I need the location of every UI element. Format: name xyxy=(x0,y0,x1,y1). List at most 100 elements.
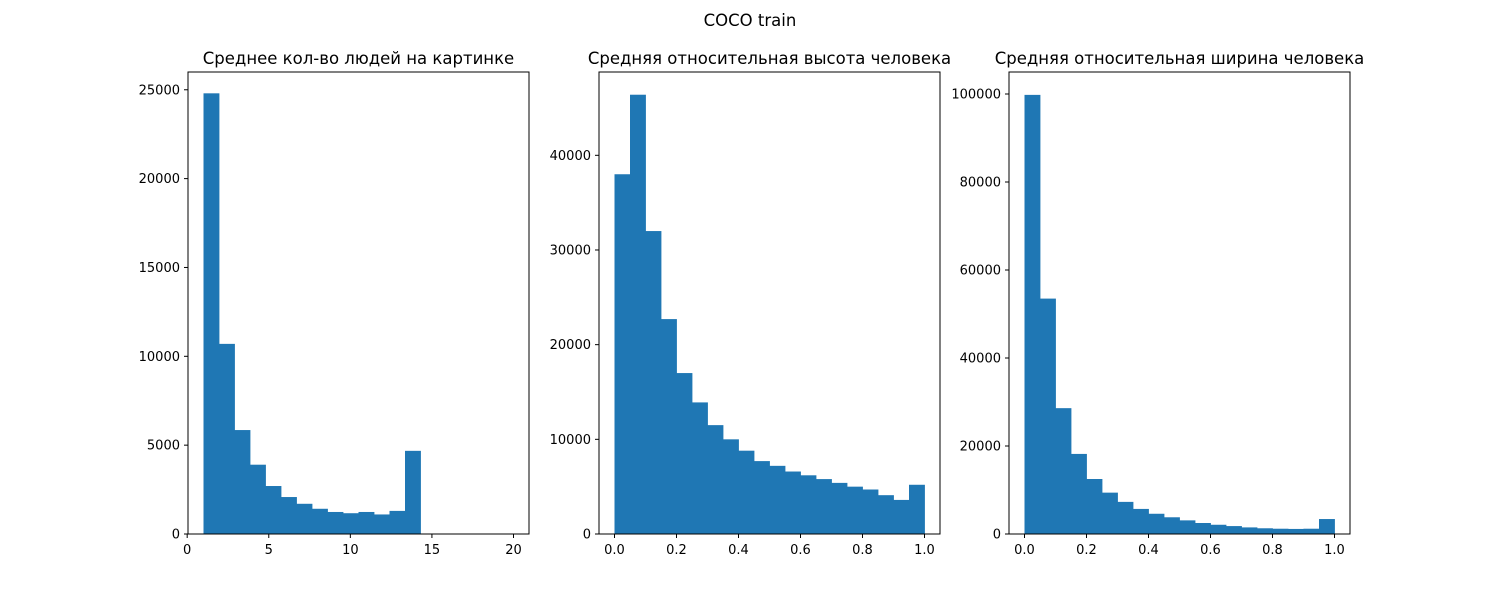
histogram-bar xyxy=(234,430,251,534)
histogram-bar xyxy=(692,402,708,534)
histogram-bar xyxy=(1179,520,1196,534)
histogram-bar xyxy=(1024,94,1041,534)
y-tick-label: 10000 xyxy=(139,350,180,365)
y-tick-label: 80000 xyxy=(960,176,1001,191)
x-tick-label: 0.6 xyxy=(790,543,811,558)
histogram-bar xyxy=(374,514,390,534)
x-tick-label: 20 xyxy=(505,543,522,558)
histogram-bar xyxy=(1055,408,1072,534)
y-tick-label: 100000 xyxy=(951,88,1001,103)
histogram-bar xyxy=(219,343,235,534)
x-tick-label: 15 xyxy=(424,543,441,558)
histogram-bar xyxy=(1241,527,1258,534)
y-tick-label: 5000 xyxy=(147,439,180,454)
histogram-bar xyxy=(909,484,925,534)
subplot-title: Средняя относительная ширина человека xyxy=(995,49,1365,68)
histogram-bar xyxy=(405,450,421,534)
histogram-bar xyxy=(1288,528,1304,534)
histogram-bar xyxy=(1102,492,1118,534)
histogram-bar xyxy=(250,464,266,534)
histogram-bar xyxy=(816,479,832,534)
y-tick-label: 0 xyxy=(583,528,591,543)
x-tick-label: 0.2 xyxy=(1076,543,1097,558)
x-tick-label: 0.6 xyxy=(1200,543,1221,558)
histogram-bar xyxy=(800,475,817,534)
histogram-bar xyxy=(723,439,739,534)
histogram-bar xyxy=(1226,526,1242,534)
x-tick-label: 1.0 xyxy=(914,543,935,558)
y-tick-label: 0 xyxy=(172,528,180,543)
histogram-bar xyxy=(1210,524,1227,534)
histogram-bar xyxy=(1133,508,1149,534)
subplot-2: 0.0 0.2 0.4 0.6 0.8 1.0 0 10000 20000 30000 40000 С… xyxy=(550,49,952,558)
histogram-bar xyxy=(312,508,328,534)
histogram-bar xyxy=(738,450,755,534)
x-tick-label: 0 xyxy=(183,543,191,558)
y-tick-label: 10000 xyxy=(550,433,591,448)
x-tick-label: 0.8 xyxy=(1262,543,1283,558)
axes-frame xyxy=(187,71,530,535)
histogram-bar xyxy=(645,231,662,535)
histogram-bar xyxy=(1117,501,1134,534)
histogram-bar xyxy=(1195,523,1211,534)
x-tick-label: 10 xyxy=(342,543,359,558)
y-tick-label: 40000 xyxy=(960,352,1001,367)
x-tick-label: 5 xyxy=(265,543,273,558)
x-tick-label: 0.4 xyxy=(728,543,749,558)
axes-frame xyxy=(1008,71,1351,535)
y-tick-label: 15000 xyxy=(139,261,180,276)
x-tick-label: 1.0 xyxy=(1324,543,1345,558)
y-tick-label: 20000 xyxy=(960,440,1001,455)
histogram-bar xyxy=(630,94,646,534)
x-tick-label: 0.8 xyxy=(852,543,873,558)
y-tick-label: 20000 xyxy=(550,338,591,353)
subplot-title: Среднее кол-во людей на картинке xyxy=(203,49,514,68)
histogram-bar xyxy=(327,511,344,534)
histogram-bar xyxy=(893,499,910,534)
x-tick-label: 0.0 xyxy=(1014,543,1035,558)
histogram-bar xyxy=(265,486,282,534)
histogram-bar xyxy=(358,511,375,534)
histogram-bar xyxy=(831,482,848,534)
histogram-bar xyxy=(389,510,406,534)
histogram-bar xyxy=(769,465,786,534)
histogram-bar xyxy=(1164,517,1180,534)
histogram-bar xyxy=(1071,453,1087,534)
subplot-3: 0.0 0.2 0.4 0.6 0.8 1.0 0 20000 40000 60000 80000 1… xyxy=(951,49,1364,558)
histogram-bar xyxy=(676,373,693,534)
histogram-bar xyxy=(754,461,770,534)
histogram-bar xyxy=(1303,528,1320,534)
histogram-bar xyxy=(1319,519,1335,534)
histogram-bar xyxy=(1148,513,1165,534)
histogram-bar xyxy=(661,319,677,534)
subplot-1: 0 5 10 15 20 0 5000 10000 15000 20000 25000 Среднее… xyxy=(139,49,530,558)
histogram-bar xyxy=(847,486,863,534)
x-tick-label: 0.4 xyxy=(1138,543,1159,558)
x-tick-label: 0.0 xyxy=(604,543,625,558)
y-tick-label: 30000 xyxy=(550,243,591,258)
histogram-bar xyxy=(862,489,879,534)
histogram-bar xyxy=(1086,479,1103,534)
x-tick-label: 0.2 xyxy=(666,543,687,558)
histogram-bar xyxy=(614,174,631,534)
histogram-bar xyxy=(1040,298,1056,534)
histogram-bar xyxy=(785,471,801,534)
histogram-bar xyxy=(1272,528,1289,534)
histogram-bar xyxy=(343,513,359,534)
histogram-bar xyxy=(1257,528,1273,534)
histogram-bar xyxy=(203,93,220,534)
y-tick-label: 20000 xyxy=(139,172,180,187)
y-tick-label: 60000 xyxy=(960,264,1001,279)
axes-frame xyxy=(598,71,941,535)
histogram-bar xyxy=(296,503,313,534)
histogram-bar xyxy=(707,425,724,534)
y-tick-label: 0 xyxy=(993,528,1001,543)
histogram-bar xyxy=(878,495,894,534)
histogram-bar xyxy=(281,497,297,534)
y-tick-label: 25000 xyxy=(139,83,180,98)
subplot-title: Средняя относительная высота человека xyxy=(588,49,951,68)
figure-suptitle: COCO train xyxy=(704,11,797,30)
y-tick-label: 40000 xyxy=(550,149,591,164)
